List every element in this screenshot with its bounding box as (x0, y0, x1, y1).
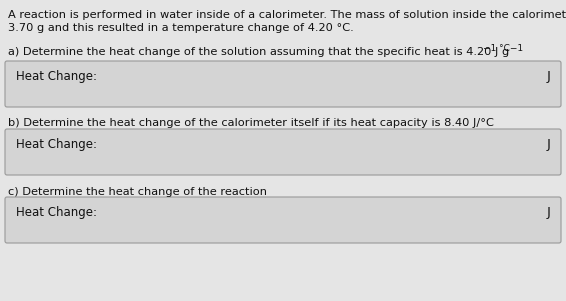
FancyBboxPatch shape (5, 61, 561, 107)
Text: Heat Change:: Heat Change: (16, 206, 97, 219)
Text: Heat Change:: Heat Change: (16, 70, 97, 83)
Text: Heat Change:: Heat Change: (16, 138, 97, 151)
Text: A reaction is performed in water inside of a calorimeter. The mass of solution i: A reaction is performed in water inside … (8, 10, 566, 20)
Text: J: J (546, 70, 550, 83)
Text: c) Determine the heat change of the reaction: c) Determine the heat change of the reac… (8, 187, 267, 197)
Text: J: J (546, 206, 550, 219)
Text: −1 °C−1: −1 °C−1 (483, 44, 523, 53)
FancyBboxPatch shape (5, 129, 561, 175)
Text: J: J (546, 138, 550, 151)
FancyBboxPatch shape (5, 197, 561, 243)
Text: 3.70 g and this resulted in a temperature change of 4.20 °C.: 3.70 g and this resulted in a temperatur… (8, 23, 354, 33)
Text: a) Determine the heat change of the solution assuming that the specific heat is : a) Determine the heat change of the solu… (8, 47, 509, 57)
Text: b) Determine the heat change of the calorimeter itself if its heat capacity is 8: b) Determine the heat change of the calo… (8, 118, 494, 128)
